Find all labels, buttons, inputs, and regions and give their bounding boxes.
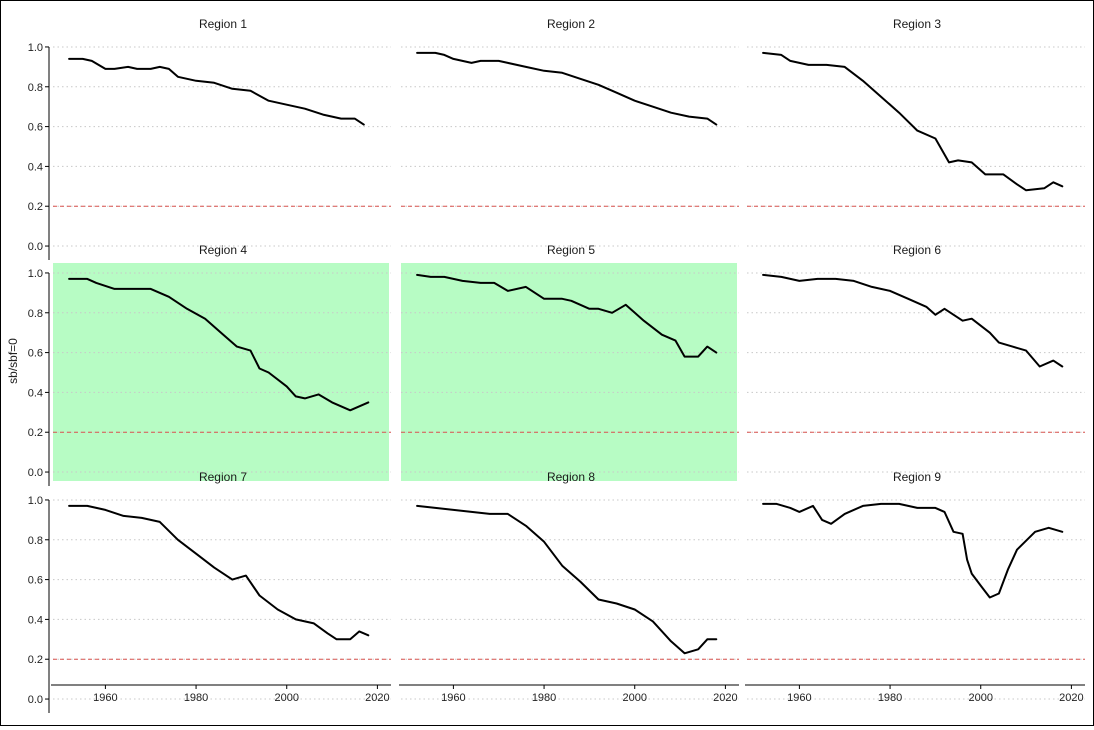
- panel-2: Region 2: [401, 17, 739, 247]
- y-tick-label: 0.4: [28, 614, 43, 626]
- x-tick-label: 1980: [878, 692, 902, 704]
- panel-title: Region 2: [547, 17, 595, 31]
- panel-5: Region 5: [401, 243, 739, 481]
- series-line: [68, 277, 370, 412]
- x-tick-label: 2020: [1059, 692, 1083, 704]
- x-tick-label: 1960: [93, 692, 117, 704]
- series-line: [416, 51, 718, 126]
- y-tick-label: 0.8: [28, 535, 43, 547]
- panel-9: Region 9 1960 1980 2000 2020: [745, 470, 1085, 704]
- y-tick-label: 0.6: [28, 122, 43, 134]
- panel-6: Region 6: [747, 243, 1085, 473]
- x-tick-label: 2020: [365, 692, 389, 704]
- y-tick-label: 0.8: [28, 82, 43, 94]
- panel-title: Region 6: [893, 243, 941, 257]
- panel-title: Region 5: [547, 243, 595, 257]
- series-line: [762, 51, 1064, 192]
- y-tick-label: 0.0: [28, 694, 43, 706]
- panel-3: Region 3: [747, 17, 1085, 247]
- y-tick-label: 0.4: [28, 387, 43, 399]
- highlight-background: [53, 263, 389, 481]
- panel-title: Region 3: [893, 17, 941, 31]
- series-line: [762, 502, 1064, 599]
- panel-8: Region 8 1960 1980 2000 2020: [399, 470, 739, 704]
- series-line: [68, 57, 365, 126]
- y-axis-label: sb/sbf=0: [6, 338, 20, 384]
- y-tick-label: 1.0: [28, 495, 43, 507]
- panel-title: Region 1: [199, 17, 247, 31]
- series-line: [416, 273, 718, 358]
- y-tick-label: 0.2: [28, 654, 43, 666]
- y-tick-label: 0.8: [28, 308, 43, 320]
- x-tick-label: 2000: [968, 692, 992, 704]
- y-tick-label: 0.4: [28, 161, 43, 173]
- panel-title: Region 8: [547, 470, 595, 484]
- y-tick-label: 0.2: [28, 201, 43, 213]
- x-tick-label: 1980: [184, 692, 208, 704]
- y-tick-label: 1.0: [28, 42, 43, 54]
- x-tick-label: 2000: [622, 692, 646, 704]
- y-tick-label: 1.0: [28, 268, 43, 280]
- panel-title: Region 9: [893, 470, 941, 484]
- series-line: [762, 273, 1064, 368]
- panel-title: Region 7: [199, 470, 247, 484]
- series-line: [68, 504, 370, 641]
- highlight-background: [401, 263, 737, 481]
- y-tick-label: 0.0: [28, 241, 43, 253]
- y-tick-label: 0.6: [28, 348, 43, 360]
- x-tick-label: 1960: [441, 692, 465, 704]
- y-tick-label: 0.0: [28, 467, 43, 479]
- y-tick-label: 0.6: [28, 575, 43, 587]
- series-line: [416, 504, 718, 655]
- x-tick-label: 2000: [274, 692, 298, 704]
- x-tick-label: 1960: [787, 692, 811, 704]
- x-tick-label: 1980: [532, 692, 556, 704]
- panel-1: Region 1 0.0 0.2 0.4 0.6 0.8 1.0: [28, 17, 391, 260]
- y-tick-label: 0.2: [28, 427, 43, 439]
- x-tick-label: 2020: [713, 692, 737, 704]
- panel-title: Region 4: [199, 243, 247, 257]
- panel-7: Region 7 0.0 0.2 0.4 0.6 0.8 1.0 1960 1980 2000 20…: [28, 470, 391, 713]
- panel-4: Region 4 0.0 0.2 0.4 0.6 0.8 1.0: [28, 243, 391, 486]
